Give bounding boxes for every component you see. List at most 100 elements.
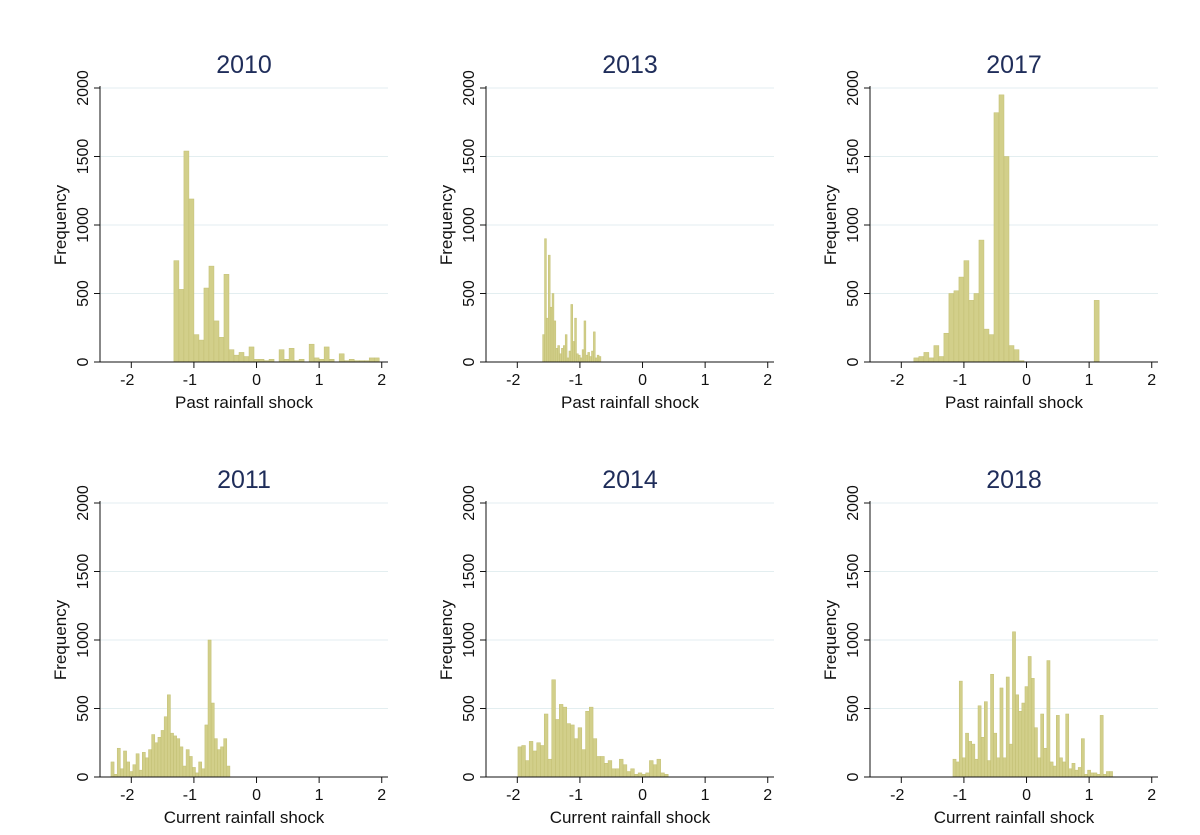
histogram-bar (218, 337, 225, 363)
panel-2010: 0 500 1000 1500 2000 -2 -1 0 1 2 2010 Past rainfall… (51, 51, 388, 412)
histogram-bar (928, 357, 935, 363)
histogram-bar (619, 758, 624, 778)
histogram-bar (1008, 345, 1015, 363)
histogram-bar (1027, 656, 1032, 778)
histogram-bar (958, 276, 965, 363)
histogram-bar (1005, 676, 1010, 778)
histogram-bar (543, 713, 549, 778)
histogram-bar (551, 679, 556, 778)
histogram-bar (574, 738, 579, 778)
histogram-bar (170, 732, 174, 778)
histogram-bar (993, 112, 1000, 363)
histogram-bar (167, 694, 171, 778)
histogram-bar (214, 738, 218, 778)
y-axis-label: Frequency (51, 599, 70, 680)
histogram-bar (568, 350, 572, 363)
histogram-bar (566, 723, 571, 778)
y-tick-label: 1500 (75, 139, 92, 175)
y-axis-label: Frequency (51, 184, 70, 265)
y-tick-label: 2000 (75, 485, 92, 521)
histogram-bar (589, 356, 592, 363)
x-tick-label: 0 (252, 372, 261, 389)
y-tick-label: 1500 (461, 139, 478, 175)
histogram-bar (116, 747, 121, 778)
x-tick-label: 1 (315, 372, 324, 389)
histogram-bar (593, 331, 596, 363)
y-tick-label: 0 (75, 772, 92, 781)
histogram-bar (557, 345, 560, 363)
histogram-bar (1071, 763, 1076, 778)
histogram-bar (595, 357, 598, 363)
x-axis-label: Current rainfall shock (164, 808, 325, 827)
histogram-bar (1018, 710, 1023, 778)
histogram-bar (223, 274, 230, 363)
histogram-bar (993, 732, 998, 778)
histogram-bar (546, 317, 549, 363)
histogram-bar (592, 738, 598, 778)
y-tick-label: 1500 (75, 554, 92, 590)
histogram-bar (233, 354, 240, 363)
histogram-bar (971, 743, 976, 778)
panel-title: 2014 (602, 466, 658, 494)
histogram-bar (201, 768, 206, 778)
histogram-bar (598, 356, 602, 363)
histogram-bar (978, 239, 985, 363)
y-axis-label: Frequency (821, 599, 840, 680)
histogram-bar (570, 724, 575, 778)
x-tick-label: -2 (890, 787, 904, 804)
y-tick-label: 2000 (461, 485, 478, 521)
histogram-bar (1024, 686, 1029, 778)
histogram-bar (157, 737, 162, 778)
panel-title: 2018 (986, 466, 1042, 494)
x-tick-label: 0 (638, 787, 647, 804)
histogram-bar (1087, 769, 1091, 778)
histogram-bar (1081, 738, 1085, 778)
histogram-bar (974, 758, 979, 778)
y-tick-label: 2000 (845, 485, 862, 521)
x-tick-label: 0 (638, 372, 647, 389)
histogram-bar (583, 320, 587, 363)
histogram-bar (637, 772, 643, 778)
histogram-bar (148, 749, 152, 778)
histogram-bar (626, 771, 631, 778)
panel-title: 2011 (217, 466, 271, 494)
histogram-bar (173, 260, 180, 363)
panel-title: 2010 (216, 51, 272, 79)
histogram-bar (154, 742, 159, 778)
histogram-bar (572, 341, 575, 363)
histogram-bar (611, 768, 616, 778)
histogram-bar (913, 357, 920, 363)
histogram-bar (968, 300, 975, 363)
x-tick-label: -2 (506, 787, 520, 804)
histogram-bar (968, 741, 972, 778)
histogram-bar (208, 265, 215, 363)
x-tick-label: -1 (953, 787, 967, 804)
x-tick-label: -2 (120, 372, 134, 389)
histogram-bar (559, 704, 564, 778)
histogram-bar (1043, 747, 1048, 778)
histogram-bar (532, 750, 537, 778)
panel-title: 2017 (986, 51, 1042, 79)
histogram-bar (278, 349, 285, 363)
histogram-bar (555, 719, 560, 778)
histogram-bar (999, 687, 1004, 778)
x-tick-label: -1 (953, 372, 967, 389)
histogram-bar (228, 349, 235, 363)
histogram-bar (1049, 761, 1054, 778)
histogram-bar (1068, 768, 1073, 778)
histogram-bar (1059, 757, 1063, 778)
histogram-bar (226, 765, 231, 778)
histogram-bar (528, 741, 534, 778)
histogram-bar (1106, 771, 1110, 778)
histogram-bar (132, 764, 137, 778)
histogram-bar (965, 732, 969, 778)
histogram-bar (948, 293, 955, 363)
histogram-bar (1037, 757, 1041, 778)
histogram-bar (958, 680, 963, 778)
histogram-bar (223, 738, 228, 778)
panel-2011: 0 500 1000 1500 2000 -2 -1 0 1 2 2011 Current rainf… (51, 466, 388, 827)
y-tick-label: 2000 (461, 70, 478, 106)
histogram-bar (217, 749, 221, 778)
histogram-bar (579, 357, 583, 363)
